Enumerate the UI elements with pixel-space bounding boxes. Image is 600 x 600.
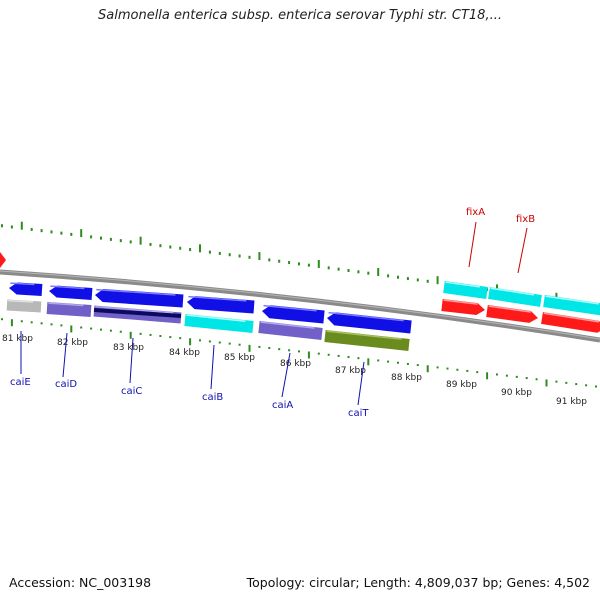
tick-labels: 81 kbp 82 kbp 83 kbp 84 kbp 85 kbp 86 kbp 87 k… — [2, 334, 587, 407]
gene-label-text: fixB — [516, 214, 535, 225]
feature-caiB[interactable] — [184, 314, 254, 333]
gene-label-caiC[interactable]: caiC — [121, 337, 142, 397]
tick-label: 89 kbp — [446, 380, 477, 390]
backbone-highlight — [0, 270, 600, 340]
feature-caiE[interactable] — [6, 299, 42, 313]
feature-caiT-top[interactable] — [327, 311, 412, 334]
feature-caiB-top[interactable] — [187, 295, 255, 314]
gene-label-caiA[interactable]: caiA — [272, 352, 293, 411]
feature-track — [6, 281, 600, 351]
gene-label-text: caiB — [202, 392, 223, 403]
gene-label-caiE[interactable]: caiE — [10, 331, 31, 388]
feature-caiF[interactable] — [9, 282, 43, 296]
tick-label: 85 kbp — [224, 353, 255, 363]
feature-fixB-cyan[interactable] — [488, 287, 542, 307]
feature-fixB-red[interactable] — [486, 305, 538, 323]
backbone-line — [0, 269, 600, 343]
topology-text: Topology: circular; Length: 4,809,037 bp… — [246, 575, 590, 590]
gene-label-text: caiC — [121, 386, 142, 397]
tick-label: 90 kbp — [501, 388, 532, 398]
leader-line — [210, 344, 215, 390]
gene-label-caiD[interactable]: caiD — [55, 332, 77, 390]
leader-line — [517, 227, 528, 274]
gene-label-caiT[interactable]: caiT — [348, 361, 369, 419]
gene-label-text: caiT — [348, 408, 369, 419]
feature-fixX-red[interactable] — [541, 312, 600, 333]
gene-label-text: fixA — [466, 207, 485, 218]
inner-tick-marks — [1, 318, 597, 388]
feature-fixC[interactable] — [49, 285, 93, 300]
tick-label: 82 kbp — [57, 338, 88, 348]
gene-label-text: caiE — [10, 377, 31, 388]
gene-label-fixB[interactable]: fixB — [516, 214, 535, 274]
feature-caiA-top[interactable] — [262, 304, 325, 324]
gene-labels: caiE caiD caiC caiB caiA caiT fixA fixB — [10, 207, 535, 419]
tick-label: 81 kbp — [2, 334, 33, 344]
feature-caiT[interactable] — [324, 330, 410, 351]
leader-line — [129, 337, 134, 384]
gene-label-fixA[interactable]: fixA — [466, 207, 485, 268]
gene-label-caiB[interactable]: caiB — [202, 344, 223, 403]
tick-label: 86 kbp — [280, 359, 311, 369]
tick-label: 84 kbp — [169, 348, 200, 358]
leader-line — [281, 352, 291, 398]
leader-line — [468, 221, 477, 268]
feature-fixC-cyan[interactable] — [543, 295, 600, 316]
map-title: Salmonella enterica subsp. enterica sero… — [98, 8, 502, 23]
feature-caiC-dark[interactable] — [93, 308, 182, 318]
tick-label: 88 kbp — [391, 373, 422, 383]
feature-caiD[interactable] — [46, 302, 92, 317]
gene-label-text: caiD — [55, 379, 77, 390]
tick-label: 87 kbp — [335, 366, 366, 376]
feature-caiC-top[interactable] — [95, 288, 184, 308]
feature-caiA[interactable] — [258, 321, 323, 340]
tick-label: 91 kbp — [556, 397, 587, 407]
gene-label-text: caiA — [272, 400, 293, 411]
feature-fixA-cyan[interactable] — [443, 281, 488, 299]
leader-line — [62, 332, 68, 378]
feature-fixA-red[interactable] — [441, 299, 485, 316]
accession-text: Accession: NC_003198 — [9, 575, 152, 590]
tick-label: 83 kbp — [113, 343, 144, 353]
leader-line — [357, 361, 365, 406]
partial-feature-left[interactable] — [0, 252, 6, 268]
